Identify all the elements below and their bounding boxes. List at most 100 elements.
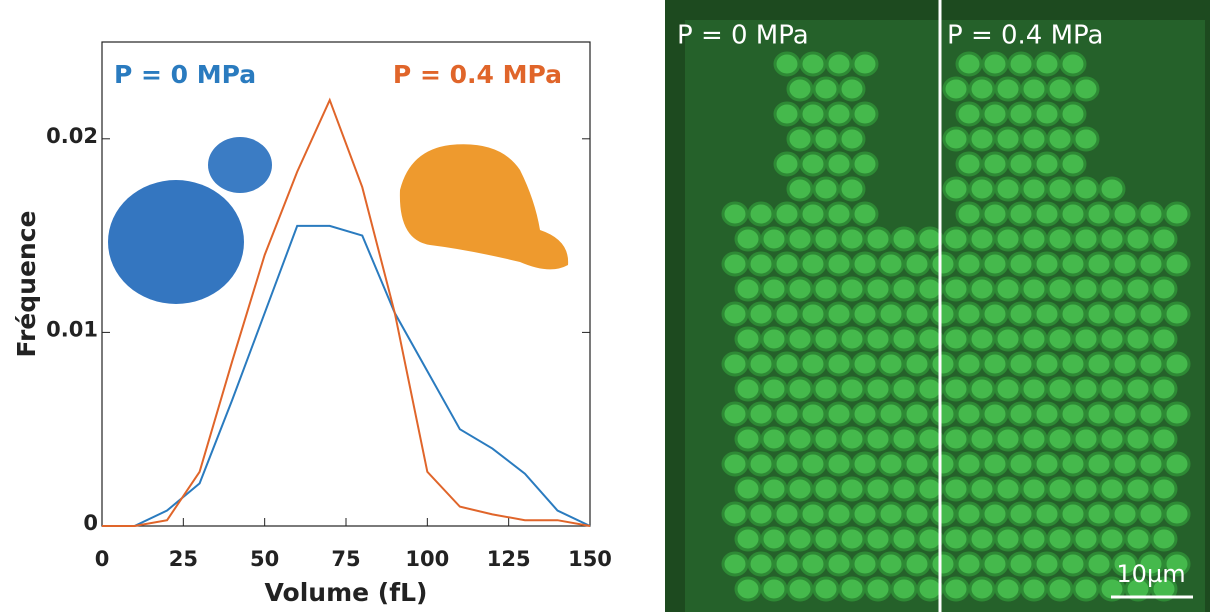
cell xyxy=(1085,451,1113,477)
cell xyxy=(1150,476,1178,502)
cell xyxy=(1046,526,1074,552)
cell xyxy=(838,576,866,602)
cell xyxy=(994,176,1022,202)
cell xyxy=(1137,551,1165,577)
cell xyxy=(773,301,801,327)
cell xyxy=(1163,501,1191,527)
cell xyxy=(773,51,801,77)
x-tick-label: 25 xyxy=(169,547,198,571)
cell xyxy=(838,176,866,202)
cell xyxy=(773,551,801,577)
cell xyxy=(864,376,892,402)
cell xyxy=(851,451,879,477)
cell xyxy=(1072,226,1100,252)
cell xyxy=(734,326,762,352)
cell xyxy=(721,301,749,327)
cell xyxy=(721,201,749,227)
cell xyxy=(1098,326,1126,352)
cell xyxy=(773,101,801,127)
cell xyxy=(903,401,931,427)
cell xyxy=(1085,551,1113,577)
cell xyxy=(773,501,801,527)
cell xyxy=(1085,401,1113,427)
cell xyxy=(864,276,892,302)
cell xyxy=(851,301,879,327)
cell xyxy=(968,426,996,452)
cell xyxy=(851,251,879,277)
cell xyxy=(825,151,853,177)
cell xyxy=(968,376,996,402)
cell xyxy=(1085,351,1113,377)
cell xyxy=(929,251,957,277)
cell xyxy=(1072,276,1100,302)
cell xyxy=(864,476,892,502)
cell xyxy=(812,476,840,502)
cell xyxy=(799,451,827,477)
cell xyxy=(1059,301,1087,327)
x-tick-label: 0 xyxy=(95,547,110,571)
cell xyxy=(1059,251,1087,277)
cell xyxy=(1163,251,1191,277)
cell xyxy=(1111,351,1139,377)
cell xyxy=(1046,226,1074,252)
cell xyxy=(799,401,827,427)
cell xyxy=(851,101,879,127)
cell xyxy=(968,576,996,602)
cell xyxy=(747,551,775,577)
cell xyxy=(929,501,957,527)
cell xyxy=(877,451,905,477)
cell xyxy=(994,76,1022,102)
cell xyxy=(994,276,1022,302)
cell xyxy=(851,201,879,227)
cell xyxy=(916,426,944,452)
cell xyxy=(981,151,1009,177)
cell xyxy=(851,51,879,77)
cell xyxy=(942,326,970,352)
cell xyxy=(825,501,853,527)
cell xyxy=(1124,376,1152,402)
cell xyxy=(838,426,866,452)
cell xyxy=(981,51,1009,77)
cell xyxy=(890,476,918,502)
cell xyxy=(864,576,892,602)
cell xyxy=(994,576,1022,602)
cell xyxy=(786,376,814,402)
cell xyxy=(929,351,957,377)
cell xyxy=(890,376,918,402)
cell xyxy=(1007,501,1035,527)
cell xyxy=(1033,251,1061,277)
cell xyxy=(825,351,853,377)
cell xyxy=(1007,151,1035,177)
x-axis-label: Volume (fL) xyxy=(265,578,428,607)
x-tick-label: 125 xyxy=(487,547,531,571)
cell xyxy=(1020,276,1048,302)
cell xyxy=(1098,426,1126,452)
cell xyxy=(734,226,762,252)
cell xyxy=(1059,551,1087,577)
cell xyxy=(760,326,788,352)
cell xyxy=(1046,476,1074,502)
cell xyxy=(955,301,983,327)
cell xyxy=(1046,76,1074,102)
cell xyxy=(877,351,905,377)
cell xyxy=(1111,301,1139,327)
cell xyxy=(1007,401,1035,427)
cell xyxy=(1072,526,1100,552)
cell xyxy=(916,576,944,602)
cell xyxy=(1163,301,1191,327)
cell xyxy=(994,376,1022,402)
cell xyxy=(1098,276,1126,302)
cell xyxy=(890,526,918,552)
cell xyxy=(1124,476,1152,502)
cell xyxy=(942,526,970,552)
cell xyxy=(1111,401,1139,427)
cell xyxy=(994,476,1022,502)
cell xyxy=(773,351,801,377)
cell xyxy=(851,401,879,427)
cell xyxy=(1150,576,1178,602)
cell xyxy=(955,501,983,527)
cell xyxy=(968,226,996,252)
cell xyxy=(916,376,944,402)
cell xyxy=(981,501,1009,527)
